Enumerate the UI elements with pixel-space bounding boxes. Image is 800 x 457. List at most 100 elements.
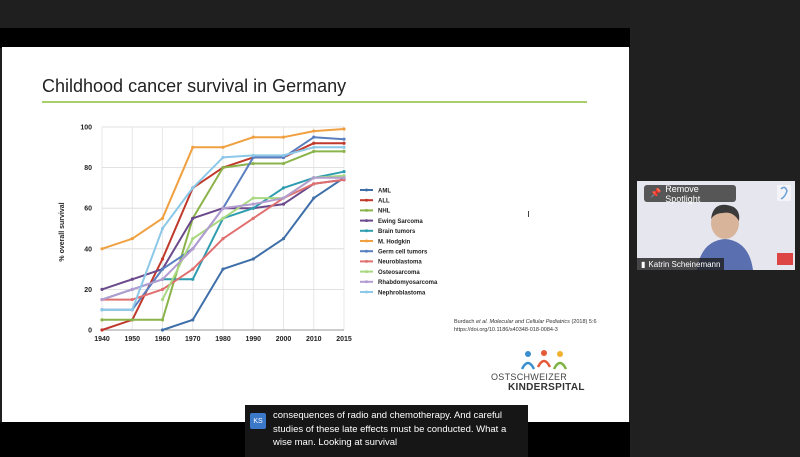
data-point — [312, 196, 316, 200]
data-point — [281, 202, 286, 206]
legend-label: Germ cell tumors — [378, 250, 428, 256]
live-caption-panel — [245, 405, 528, 457]
logo-line2: KINDERSPITAL — [508, 382, 585, 393]
data-point — [221, 237, 225, 241]
participant-video-tile[interactable] — [637, 181, 795, 270]
logo-figures-icon — [520, 350, 568, 370]
legend-marker — [365, 290, 368, 294]
data-point — [160, 267, 165, 271]
citation-author: Burdach — [454, 319, 475, 325]
data-point — [312, 145, 316, 149]
data-point — [342, 149, 346, 153]
caption-speaker-avatar: KS — [250, 413, 266, 429]
citation-etal: et al. — [476, 319, 488, 325]
citation-doi: https://doi.org/10.1186/s40348-018-0084-… — [454, 327, 558, 333]
legend-label: Osteosarcoma — [378, 270, 420, 276]
legend-marker — [365, 239, 368, 243]
signal-bars-icon: ▮ — [641, 259, 646, 269]
data-point — [312, 141, 316, 145]
data-point — [312, 182, 316, 186]
legend-marker — [365, 208, 368, 212]
legend-marker — [365, 270, 368, 274]
data-point — [221, 267, 225, 271]
data-point — [221, 155, 225, 160]
legend-marker — [365, 219, 368, 223]
data-point — [312, 176, 316, 180]
legend-label: Neuroblastoma — [378, 260, 422, 266]
caption-text: consequences of radio and chemotherapy. … — [273, 410, 507, 448]
data-point — [281, 186, 286, 190]
chart-legend: AML ALL NHL Ewing Sarcoma Brain tumors M. Hod… — [360, 188, 438, 296]
data-point — [312, 149, 316, 153]
legend-label: ALL — [378, 199, 390, 205]
data-point — [191, 247, 195, 251]
y-tick-label: 40 — [84, 246, 92, 253]
data-point — [130, 297, 134, 302]
y-tick-label: 60 — [84, 206, 92, 213]
chart-series — [100, 127, 346, 332]
data-point — [251, 161, 255, 166]
data-point — [160, 328, 165, 332]
data-point — [160, 216, 165, 220]
data-point — [251, 196, 255, 200]
data-point — [221, 166, 225, 170]
pin-icon: 📌 — [650, 188, 662, 198]
logo-line1: OSTSCHWEIZER — [491, 372, 568, 382]
participant-name: Katrin Scheinemann — [648, 259, 721, 269]
survival-line-chart: 0 20 40 60 80 100 1940 1950 1960 1970 1980 1990 2000… — [44, 117, 444, 347]
x-tick-label: 1960 — [155, 336, 171, 343]
x-tick-label: 2000 — [276, 336, 292, 343]
data-point — [160, 297, 165, 302]
data-point — [312, 129, 316, 133]
x-tick-label: 1970 — [185, 336, 201, 343]
citation: Burdach et al. Molecular and Cellular Pe… — [454, 318, 624, 334]
data-point — [191, 277, 195, 281]
data-point — [191, 267, 195, 271]
data-point — [281, 237, 286, 241]
data-point — [312, 135, 316, 139]
data-point — [191, 318, 195, 322]
data-point — [100, 297, 104, 302]
data-point — [100, 318, 104, 322]
x-tick-label: 1950 — [124, 336, 140, 343]
legend-label: AML — [378, 188, 391, 194]
data-point — [281, 153, 286, 158]
data-point — [130, 287, 134, 291]
citation-journal: Molecular and Cellular Pediatrics — [489, 319, 570, 325]
data-point — [191, 237, 195, 241]
data-point — [160, 318, 165, 322]
shared-slide: Childhood cancer survival in Germany 0 20… — [2, 47, 629, 422]
y-tick-label: 0 — [88, 328, 92, 335]
data-point — [160, 277, 165, 281]
data-point — [251, 206, 255, 210]
legend-label: NHL — [378, 209, 391, 215]
data-point — [281, 161, 286, 166]
data-point — [191, 186, 195, 190]
data-point — [160, 257, 165, 261]
legend-marker — [365, 249, 368, 253]
kinderspital-logo: OSTSCHWEIZER KINDERSPITAL — [486, 349, 596, 397]
stage-top-bar — [0, 28, 630, 48]
legend-marker — [365, 229, 368, 233]
data-point — [160, 226, 165, 231]
data-point — [130, 237, 134, 241]
title-underline — [42, 101, 587, 103]
data-point — [251, 153, 255, 158]
data-point — [281, 135, 286, 139]
participant-name-bar: ▮ Katrin Scheinemann — [637, 258, 725, 270]
x-tick-label: 1990 — [245, 336, 261, 343]
data-point — [281, 196, 286, 200]
data-point — [342, 176, 346, 180]
remove-spotlight-button[interactable]: 📌 Remove Spotlight — [644, 184, 736, 204]
legend-label: Rhabdomyosarcoma — [378, 280, 438, 286]
chart-axes: 0 20 40 60 80 100 1940 1950 1960 1970 1980 1990 2000… — [80, 125, 352, 344]
data-point — [342, 141, 346, 145]
data-point — [100, 308, 104, 312]
legend-label: Ewing Sarcoma — [378, 219, 423, 225]
data-point — [100, 287, 104, 291]
data-point — [130, 318, 134, 322]
data-point — [251, 135, 255, 139]
data-point — [251, 216, 255, 220]
data-point — [191, 145, 195, 149]
legend-marker — [365, 280, 368, 284]
